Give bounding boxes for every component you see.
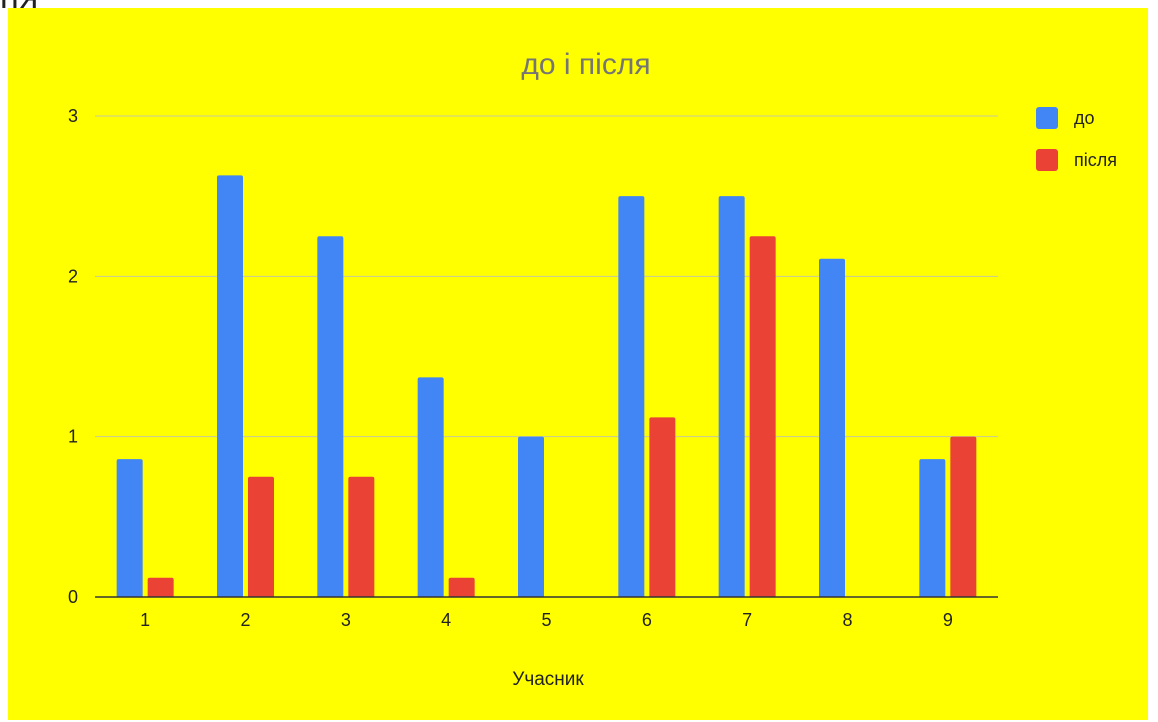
x-axis-labels: 1 2 3 4 5 6 7 8 9: [140, 610, 953, 630]
x-tick-label: 2: [240, 610, 250, 630]
chart-title: до і після: [521, 48, 650, 81]
bars: [116, 175, 977, 597]
x-tick-label: 6: [642, 610, 652, 630]
bar-do-3: [317, 236, 344, 597]
bar-do-4: [417, 377, 444, 597]
bar-pislia-9: [950, 436, 977, 597]
bar-do-1: [116, 459, 143, 597]
legend-swatch: [1036, 149, 1058, 171]
legend-label: до: [1074, 108, 1095, 128]
y-tick-label: 2: [68, 266, 78, 286]
y-tick-label: 3: [68, 106, 78, 126]
chart-card: до і після 0 1 2 3 1 2 3 4 5 6 7 8 9 Учасник до післ…: [8, 8, 1148, 720]
x-axis-title: Учасник: [512, 669, 584, 690]
x-tick-label: 3: [341, 610, 351, 630]
y-tick-label: 1: [68, 427, 78, 447]
bar-pislia-7: [749, 236, 776, 597]
x-tick-label: 1: [140, 610, 150, 630]
bar-pislia-1: [147, 577, 174, 597]
bar-do-7: [718, 196, 745, 597]
bar-pislia-6: [649, 417, 676, 597]
bar-do-9: [919, 459, 946, 597]
bar-pislia-3: [348, 476, 375, 597]
bar-pislia-4: [448, 577, 475, 597]
legend: до після: [1036, 107, 1117, 171]
x-tick-label: 5: [541, 610, 551, 630]
x-tick-label: 8: [842, 610, 852, 630]
bar-pislia-2: [248, 476, 274, 597]
bar-do-8: [819, 258, 845, 597]
x-tick-label: 9: [943, 610, 953, 630]
gridlines: [95, 115, 998, 438]
x-tick-label: 7: [742, 610, 752, 630]
y-axis: 0 1 2 3: [68, 106, 78, 607]
bar-do-5: [518, 436, 544, 597]
legend-label: після: [1074, 150, 1117, 170]
legend-swatch: [1036, 107, 1058, 129]
bar-do-2: [217, 175, 243, 597]
bar-do-6: [618, 196, 645, 597]
x-tick-label: 4: [441, 610, 451, 630]
bar-chart: до і після 0 1 2 3 1 2 3 4 5 6 7 8 9 Учасник до післ…: [68, 48, 1117, 690]
y-tick-label: 0: [68, 587, 78, 607]
